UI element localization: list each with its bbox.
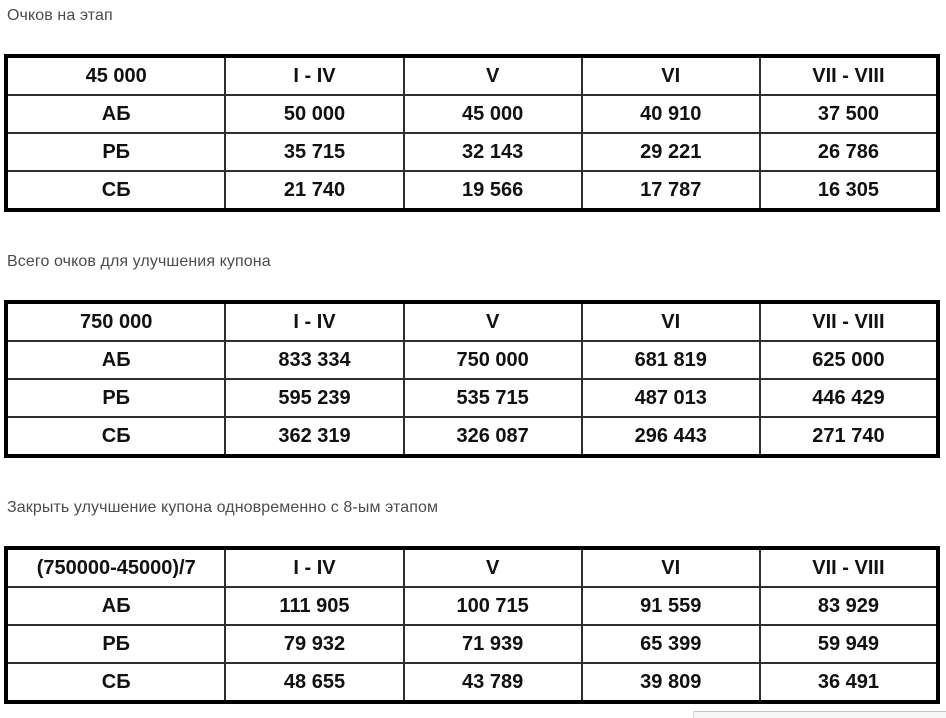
table-row: АБ 111 905 100 715 91 559 83 929: [4, 586, 940, 626]
table-points-per-stage: 45 000 I - IV V VI VII - VIII АБ 50 000 45 000 4…: [4, 54, 940, 212]
value-cell: 535 715: [402, 378, 583, 418]
value-cell: 26 786: [758, 132, 940, 172]
value-cell: 37 500: [758, 94, 940, 134]
value-cell: 595 239: [224, 378, 405, 418]
bottom-overlay-sliver: [693, 711, 946, 718]
value-cell: 750 000: [402, 340, 583, 380]
header-stage-cell: I - IV: [224, 547, 405, 588]
value-cell: 40 910: [580, 94, 761, 134]
value-cell: 50 000: [224, 94, 405, 134]
row-label-cell: СБ: [4, 416, 227, 457]
header-stage-cell: V: [402, 301, 583, 342]
value-cell: 45 000: [402, 94, 583, 134]
row-label-cell: РБ: [4, 132, 227, 172]
table-row: СБ 362 319 326 087 296 443 271 740: [4, 416, 940, 457]
section-total-points-coupon: Всего очков для улучшения купона 750 000…: [0, 212, 946, 458]
section-points-per-stage: Очков на этап 45 000 I - IV V VI VII - VIII А…: [0, 0, 946, 212]
row-label-cell: АБ: [4, 94, 227, 134]
value-cell: 21 740: [224, 170, 405, 211]
value-cell: 296 443: [580, 416, 761, 457]
header-stage-cell: VI: [580, 301, 761, 342]
row-label-cell: РБ: [4, 378, 227, 418]
header-stage-cell: VI: [580, 55, 761, 96]
section-title-points-per-stage: Очков на этап: [7, 7, 113, 24]
value-cell: 19 566: [402, 170, 583, 211]
value-cell: 271 740: [758, 416, 940, 457]
section-title-total-points-coupon: Всего очков для улучшения купона: [7, 253, 271, 270]
value-cell: 100 715: [402, 586, 583, 626]
header-key-cell: 750 000: [4, 301, 227, 342]
row-label-cell: РБ: [4, 624, 227, 664]
table-row: АБ 833 334 750 000 681 819 625 000: [4, 340, 940, 380]
value-cell: 29 221: [580, 132, 761, 172]
value-cell: 83 929: [758, 586, 940, 626]
header-stage-cell: V: [402, 547, 583, 588]
value-cell: 59 949: [758, 624, 940, 664]
header-stage-cell: VI: [580, 547, 761, 588]
value-cell: 43 789: [402, 662, 583, 703]
value-cell: 71 939: [402, 624, 583, 664]
value-cell: 362 319: [224, 416, 405, 457]
row-label-cell: СБ: [4, 662, 227, 703]
row-label-cell: АБ: [4, 340, 227, 380]
value-cell: 65 399: [580, 624, 761, 664]
value-cell: 36 491: [758, 662, 940, 703]
value-cell: 35 715: [224, 132, 405, 172]
table-row: РБ 35 715 32 143 29 221 26 786: [4, 132, 940, 172]
value-cell: 39 809: [580, 662, 761, 703]
table-row: АБ 50 000 45 000 40 910 37 500: [4, 94, 940, 134]
section-close-coupon-stage8: Закрыть улучшение купона одновременно с …: [0, 458, 946, 704]
value-cell: 487 013: [580, 378, 761, 418]
value-cell: 17 787: [580, 170, 761, 211]
header-key-cell: (750000-45000)/7: [4, 547, 227, 588]
table-row: СБ 48 655 43 789 39 809 36 491: [4, 662, 940, 703]
table-header-row: (750000-45000)/7 I - IV V VI VII - VIII: [4, 547, 940, 588]
table-row: СБ 21 740 19 566 17 787 16 305: [4, 170, 940, 211]
value-cell: 79 932: [224, 624, 405, 664]
value-cell: 446 429: [758, 378, 940, 418]
table-header-row: 45 000 I - IV V VI VII - VIII: [4, 55, 940, 96]
value-cell: 326 087: [402, 416, 583, 457]
table-total-points-coupon: 750 000 I - IV V VI VII - VIII АБ 833 334 750 0…: [4, 300, 940, 458]
header-stage-cell: VII - VIII: [758, 547, 940, 588]
table-header-row: 750 000 I - IV V VI VII - VIII: [4, 301, 940, 342]
header-key-cell: 45 000: [4, 55, 227, 96]
table-row: РБ 595 239 535 715 487 013 446 429: [4, 378, 940, 418]
value-cell: 833 334: [224, 340, 405, 380]
header-stage-cell: V: [402, 55, 583, 96]
value-cell: 48 655: [224, 662, 405, 703]
row-label-cell: СБ: [4, 170, 227, 211]
header-stage-cell: VII - VIII: [758, 55, 940, 96]
row-label-cell: АБ: [4, 586, 227, 626]
table-row: РБ 79 932 71 939 65 399 59 949: [4, 624, 940, 664]
value-cell: 32 143: [402, 132, 583, 172]
section-title-close-coupon-stage8: Закрыть улучшение купона одновременно с …: [7, 499, 439, 516]
value-cell: 111 905: [224, 586, 405, 626]
value-cell: 16 305: [758, 170, 940, 211]
value-cell: 625 000: [758, 340, 940, 380]
value-cell: 681 819: [580, 340, 761, 380]
header-stage-cell: VII - VIII: [758, 301, 940, 342]
table-close-coupon-stage8: (750000-45000)/7 I - IV V VI VII - VIII АБ 111…: [4, 546, 940, 704]
header-stage-cell: I - IV: [224, 55, 405, 96]
header-stage-cell: I - IV: [224, 301, 405, 342]
value-cell: 91 559: [580, 586, 761, 626]
